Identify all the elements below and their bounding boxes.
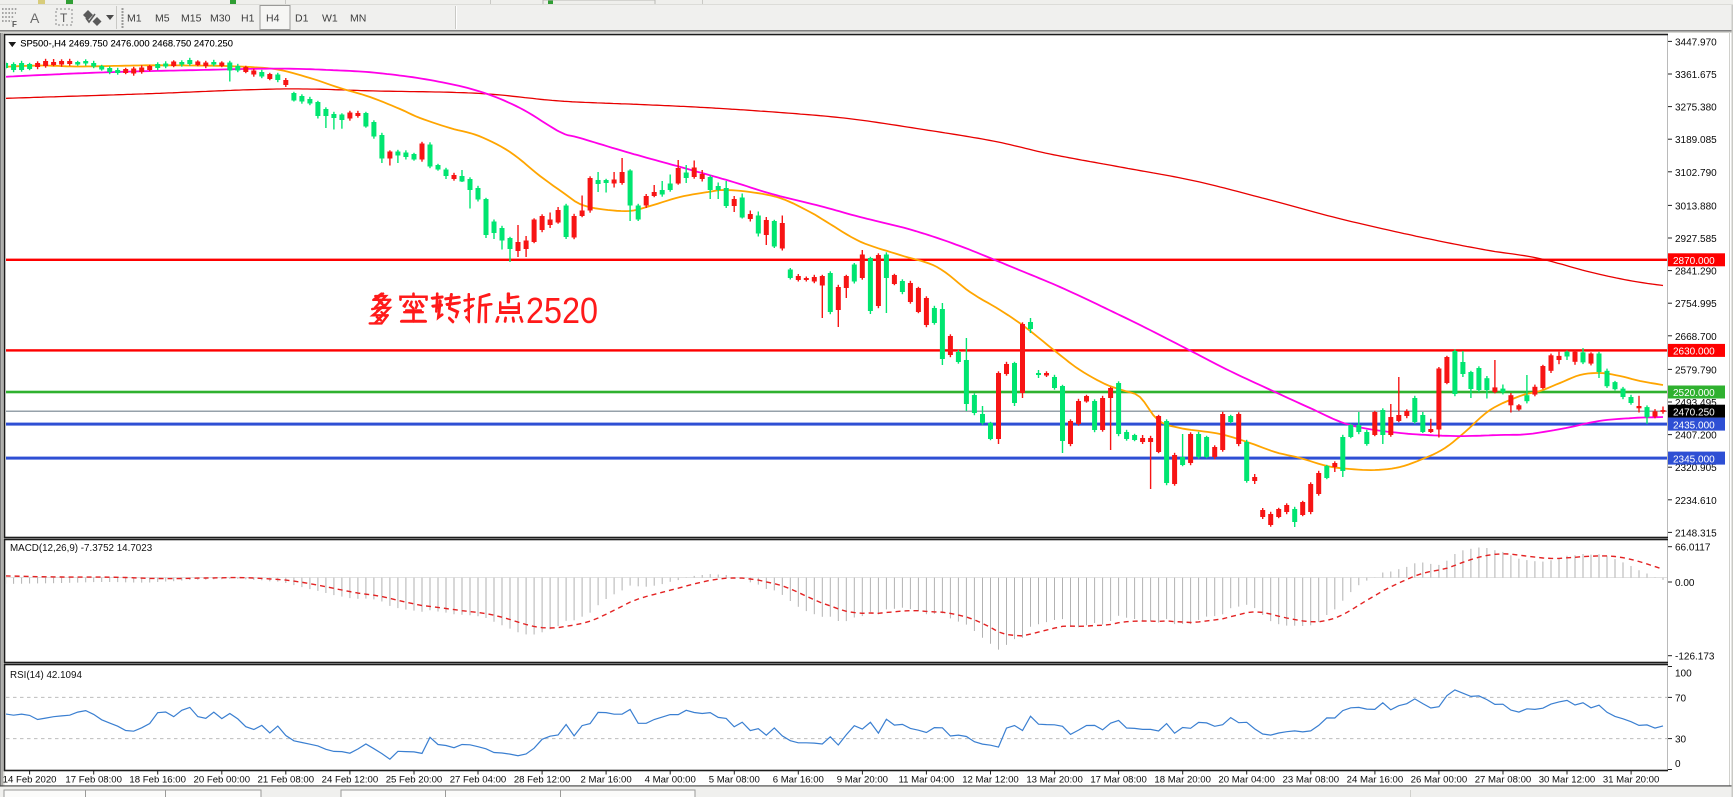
svg-text:27 Feb 04:00: 27 Feb 04:00 — [450, 775, 507, 786]
svg-text:F: F — [12, 20, 17, 29]
svg-text:31 Mar 20:00: 31 Mar 20:00 — [1603, 775, 1660, 786]
svg-text:18 Feb 16:00: 18 Feb 16:00 — [129, 775, 186, 786]
svg-text:11 Mar 04:00: 11 Mar 04:00 — [898, 775, 954, 786]
svg-text:20 Mar 04:00: 20 Mar 04:00 — [1218, 775, 1275, 786]
svg-text:M1: M1 — [127, 13, 142, 25]
svg-text:SP500-,H4 2469.750 2476.000 2: SP500-,H4 2469.750 2476.000 2468.750 247… — [20, 38, 233, 49]
svg-text:3189.085: 3189.085 — [1675, 135, 1717, 146]
svg-text:3447.970: 3447.970 — [1675, 37, 1717, 48]
svg-text:2668.700: 2668.700 — [1675, 332, 1717, 343]
svg-text:M5: M5 — [155, 13, 170, 25]
svg-text:2345.000: 2345.000 — [1673, 454, 1715, 465]
svg-text:W1: W1 — [322, 13, 338, 25]
svg-text:17 Feb 08:00: 17 Feb 08:00 — [65, 775, 122, 786]
svg-text:MACD(12,26,9) -7.3752 14.7023: MACD(12,26,9) -7.3752 14.7023 — [10, 543, 153, 554]
svg-text:2148.315: 2148.315 — [1675, 528, 1717, 539]
svg-text:3361.675: 3361.675 — [1675, 70, 1717, 81]
svg-text:SP500-,H4 2469.750 2476.000 2: SP500-,H4 2469.750 2476.000 2468.750 247… — [20, 38, 233, 49]
svg-text:D1: D1 — [295, 13, 309, 25]
svg-text:2630.000: 2630.000 — [1673, 347, 1715, 358]
svg-text:5 Mar 08:00: 5 Mar 08:00 — [709, 775, 760, 786]
svg-text:14 Feb 2020: 14 Feb 2020 — [3, 775, 57, 786]
svg-text:3275.380: 3275.380 — [1675, 103, 1717, 114]
svg-text:2 Mar 16:00: 2 Mar 16:00 — [580, 775, 631, 786]
svg-text:M15: M15 — [181, 13, 202, 25]
svg-text:24 Mar 16:00: 24 Mar 16:00 — [1347, 775, 1404, 786]
svg-text:0: 0 — [1675, 759, 1681, 770]
svg-text:9 Mar 20:00: 9 Mar 20:00 — [837, 775, 888, 786]
svg-text:21 Feb 08:00: 21 Feb 08:00 — [258, 775, 315, 786]
svg-text:13 Mar 20:00: 13 Mar 20:00 — [1026, 775, 1083, 786]
svg-text:H1: H1 — [241, 13, 255, 25]
svg-text:23 Mar 08:00: 23 Mar 08:00 — [1283, 775, 1340, 786]
svg-text:2841.290: 2841.290 — [1675, 267, 1717, 278]
svg-text:MN: MN — [350, 13, 366, 25]
svg-text:T: T — [60, 11, 68, 25]
svg-text:3102.790: 3102.790 — [1675, 168, 1717, 179]
svg-text:H4: H4 — [266, 13, 280, 25]
svg-text:2435.000: 2435.000 — [1673, 420, 1715, 431]
svg-text:20 Feb 00:00: 20 Feb 00:00 — [194, 775, 251, 786]
svg-text:2520.000: 2520.000 — [1673, 388, 1715, 399]
svg-text:M30: M30 — [210, 13, 231, 25]
svg-text:100: 100 — [1675, 669, 1692, 680]
svg-text:24 Feb 12:00: 24 Feb 12:00 — [322, 775, 379, 786]
svg-text:6 Mar 16:00: 6 Mar 16:00 — [773, 775, 824, 786]
svg-text:66.0117: 66.0117 — [1675, 543, 1711, 554]
svg-text:-126.173: -126.173 — [1675, 652, 1715, 663]
svg-text:A: A — [30, 10, 40, 26]
svg-text:18 Mar 20:00: 18 Mar 20:00 — [1154, 775, 1211, 786]
svg-text:2579.790: 2579.790 — [1675, 365, 1717, 376]
svg-text:28 Feb 12:00: 28 Feb 12:00 — [514, 775, 571, 786]
svg-text:4 Mar 00:00: 4 Mar 00:00 — [645, 775, 696, 786]
svg-text:2927.585: 2927.585 — [1675, 234, 1717, 245]
svg-text:12 Mar 12:00: 12 Mar 12:00 — [962, 775, 1019, 786]
svg-text:RSI(14) 42.1094: RSI(14) 42.1094 — [10, 670, 82, 681]
svg-text:70: 70 — [1675, 693, 1687, 704]
svg-text:2407.200: 2407.200 — [1675, 431, 1717, 442]
svg-text:30: 30 — [1675, 735, 1687, 746]
svg-text:2870.000: 2870.000 — [1673, 256, 1715, 267]
svg-text:17 Mar 08:00: 17 Mar 08:00 — [1090, 775, 1147, 786]
svg-text:30 Mar 12:00: 30 Mar 12:00 — [1539, 775, 1596, 786]
svg-text:2320.905: 2320.905 — [1675, 463, 1717, 474]
svg-text:2234.610: 2234.610 — [1675, 496, 1717, 507]
svg-text:25 Feb 20:00: 25 Feb 20:00 — [386, 775, 443, 786]
svg-text:3013.880: 3013.880 — [1675, 201, 1717, 212]
svg-text:0.00: 0.00 — [1675, 578, 1695, 589]
svg-text:2520: 2520 — [526, 290, 598, 331]
svg-text:26 Mar 00:00: 26 Mar 00:00 — [1411, 775, 1468, 786]
svg-text:2754.995: 2754.995 — [1675, 299, 1717, 310]
svg-text:2493.495: 2493.495 — [1675, 398, 1717, 409]
svg-text:27 Mar 08:00: 27 Mar 08:00 — [1475, 775, 1532, 786]
svg-text:2470.250: 2470.250 — [1673, 407, 1715, 418]
